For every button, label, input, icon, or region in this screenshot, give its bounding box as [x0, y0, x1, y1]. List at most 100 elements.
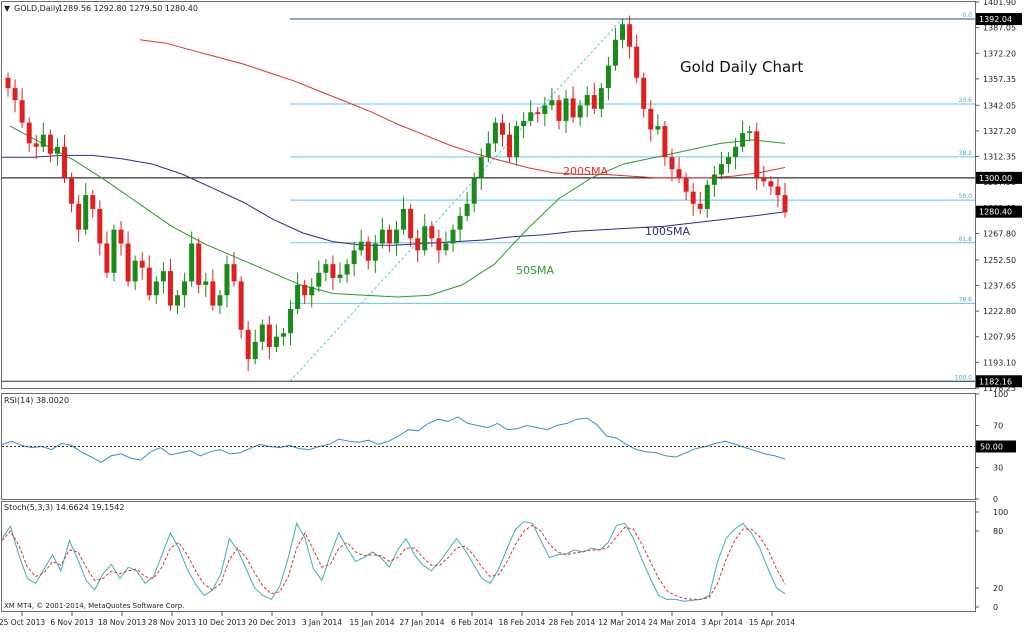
candle-body	[528, 112, 534, 121]
date-tick-label: 27 Jan 2014	[400, 618, 445, 627]
candle-body	[690, 191, 696, 204]
fib-label: 23.6	[959, 97, 973, 104]
sma50-line	[9, 125, 786, 298]
price-tag-label: 1280.40	[979, 208, 1012, 217]
candle-body	[316, 272, 322, 287]
price-tick-label: 1401.90	[983, 0, 1016, 7]
date-tick-label: 15 Apr 2014	[749, 618, 796, 627]
sma200-line	[139, 39, 786, 179]
candle-body	[210, 281, 216, 306]
candle-body	[231, 264, 237, 282]
candle-body	[436, 238, 442, 251]
date-tick-label: 20 Dec 2013	[248, 618, 296, 627]
sma100-label: 100SMA	[645, 225, 690, 238]
price-tag-label: 1300.00	[979, 174, 1012, 183]
stoch-tick-label: 100	[993, 508, 1008, 517]
rsi-tick-label: 30	[993, 464, 1003, 473]
stochastic-series	[1, 520, 786, 602]
candle-body	[33, 143, 39, 147]
date-tick-label: 3 Apr 2014	[701, 618, 743, 627]
candle-body	[259, 324, 265, 342]
candle-body	[394, 229, 399, 244]
candle-body	[570, 98, 576, 118]
rsi-axis: 100 70 30 0 50.00	[2, 390, 1016, 504]
price-tag-label: 1392.04	[979, 15, 1012, 24]
candle-body	[224, 264, 230, 296]
date-tick-label: 3 Jan 2014	[302, 618, 342, 627]
candle-body	[761, 177, 767, 182]
stoch-label: Stoch(5,3,3) 14.6624 19.1542	[4, 503, 124, 512]
price-tick-label: 1237.65	[983, 281, 1016, 290]
candle-body	[330, 264, 336, 278]
candle-body	[775, 186, 781, 196]
stoch-tick-label: 80	[993, 527, 1003, 536]
candle-body	[302, 284, 308, 296]
candle-body	[379, 229, 385, 244]
date-tick-label: 18 Nov 2013	[98, 618, 146, 627]
candle-body	[733, 146, 739, 158]
date-tick-label: 28 Feb 2014	[549, 618, 596, 627]
date-tick-label: 15 Jan 2014	[350, 618, 395, 627]
rsi-tick-label: 0	[993, 495, 998, 504]
candle-body	[47, 134, 53, 154]
candle-body	[535, 112, 541, 115]
candle-body	[196, 243, 202, 285]
candle-body	[443, 243, 449, 251]
candle-body	[153, 281, 159, 296]
candle-body	[584, 95, 590, 106]
candle-body	[499, 122, 505, 135]
candle-body	[83, 195, 89, 230]
rsi-tag-label: 50.00	[980, 443, 1003, 452]
price-tag	[976, 13, 1022, 26]
candle-body	[111, 229, 117, 273]
candle-body	[620, 24, 626, 40]
candle-body	[372, 243, 378, 261]
candle-body	[118, 229, 124, 244]
rsi-series	[1, 416, 786, 463]
candle-body	[457, 215, 463, 230]
stoch-main-line	[1, 520, 786, 602]
price-tag	[976, 375, 1022, 388]
main-panel-frame	[1, 1, 976, 389]
dropdown-arrow-icon[interactable]: ▼	[4, 4, 11, 13]
candle-body	[683, 177, 689, 192]
candle-body	[556, 100, 562, 121]
candle-body	[97, 208, 103, 244]
fib-label: 100.0	[955, 374, 972, 381]
date-tick-label: 25 Oct 2013	[0, 618, 45, 627]
date-tick-label: 12 Mar 2014	[598, 618, 646, 627]
candle-body	[386, 229, 392, 244]
candle-body	[725, 157, 731, 165]
price-tick-label: 1252.50	[983, 256, 1016, 265]
candle-body	[62, 146, 68, 178]
candle-body	[718, 164, 724, 175]
candle-body	[266, 324, 272, 348]
candle-body	[478, 157, 484, 178]
candle-body	[507, 134, 513, 158]
candle-body	[245, 329, 251, 360]
rsi-tick-label: 70	[993, 422, 1003, 431]
date-tick-label: 28 Nov 2013	[148, 618, 196, 627]
price-tick-label: 1387.05	[983, 24, 1016, 33]
moving-averages	[2, 39, 786, 298]
candle-body	[676, 169, 682, 178]
price-axis: 1401.90 1387.05 1372.20 1357.35 1342.05 1327.…	[975, 0, 1022, 393]
price-tick-label: 1222.80	[983, 307, 1016, 316]
candle-body	[125, 243, 131, 282]
price-tick-label: 1357.35	[983, 75, 1016, 84]
fib-label: 61.8	[959, 236, 973, 243]
candle-body	[704, 184, 710, 209]
candle-body	[782, 195, 788, 213]
sma200-label: 200SMA	[563, 165, 608, 178]
price-tag	[976, 171, 1022, 184]
candle-body	[167, 271, 173, 306]
fib-diagonal	[289, 18, 623, 382]
stoch-axis: 100 80 20 0	[975, 508, 1008, 612]
horizontal-lines	[2, 18, 975, 382]
candle-body	[132, 260, 138, 282]
fib-label: 38.2	[959, 150, 973, 157]
candle-body	[697, 203, 703, 209]
candle-body	[238, 281, 244, 330]
candle-body	[54, 146, 60, 154]
